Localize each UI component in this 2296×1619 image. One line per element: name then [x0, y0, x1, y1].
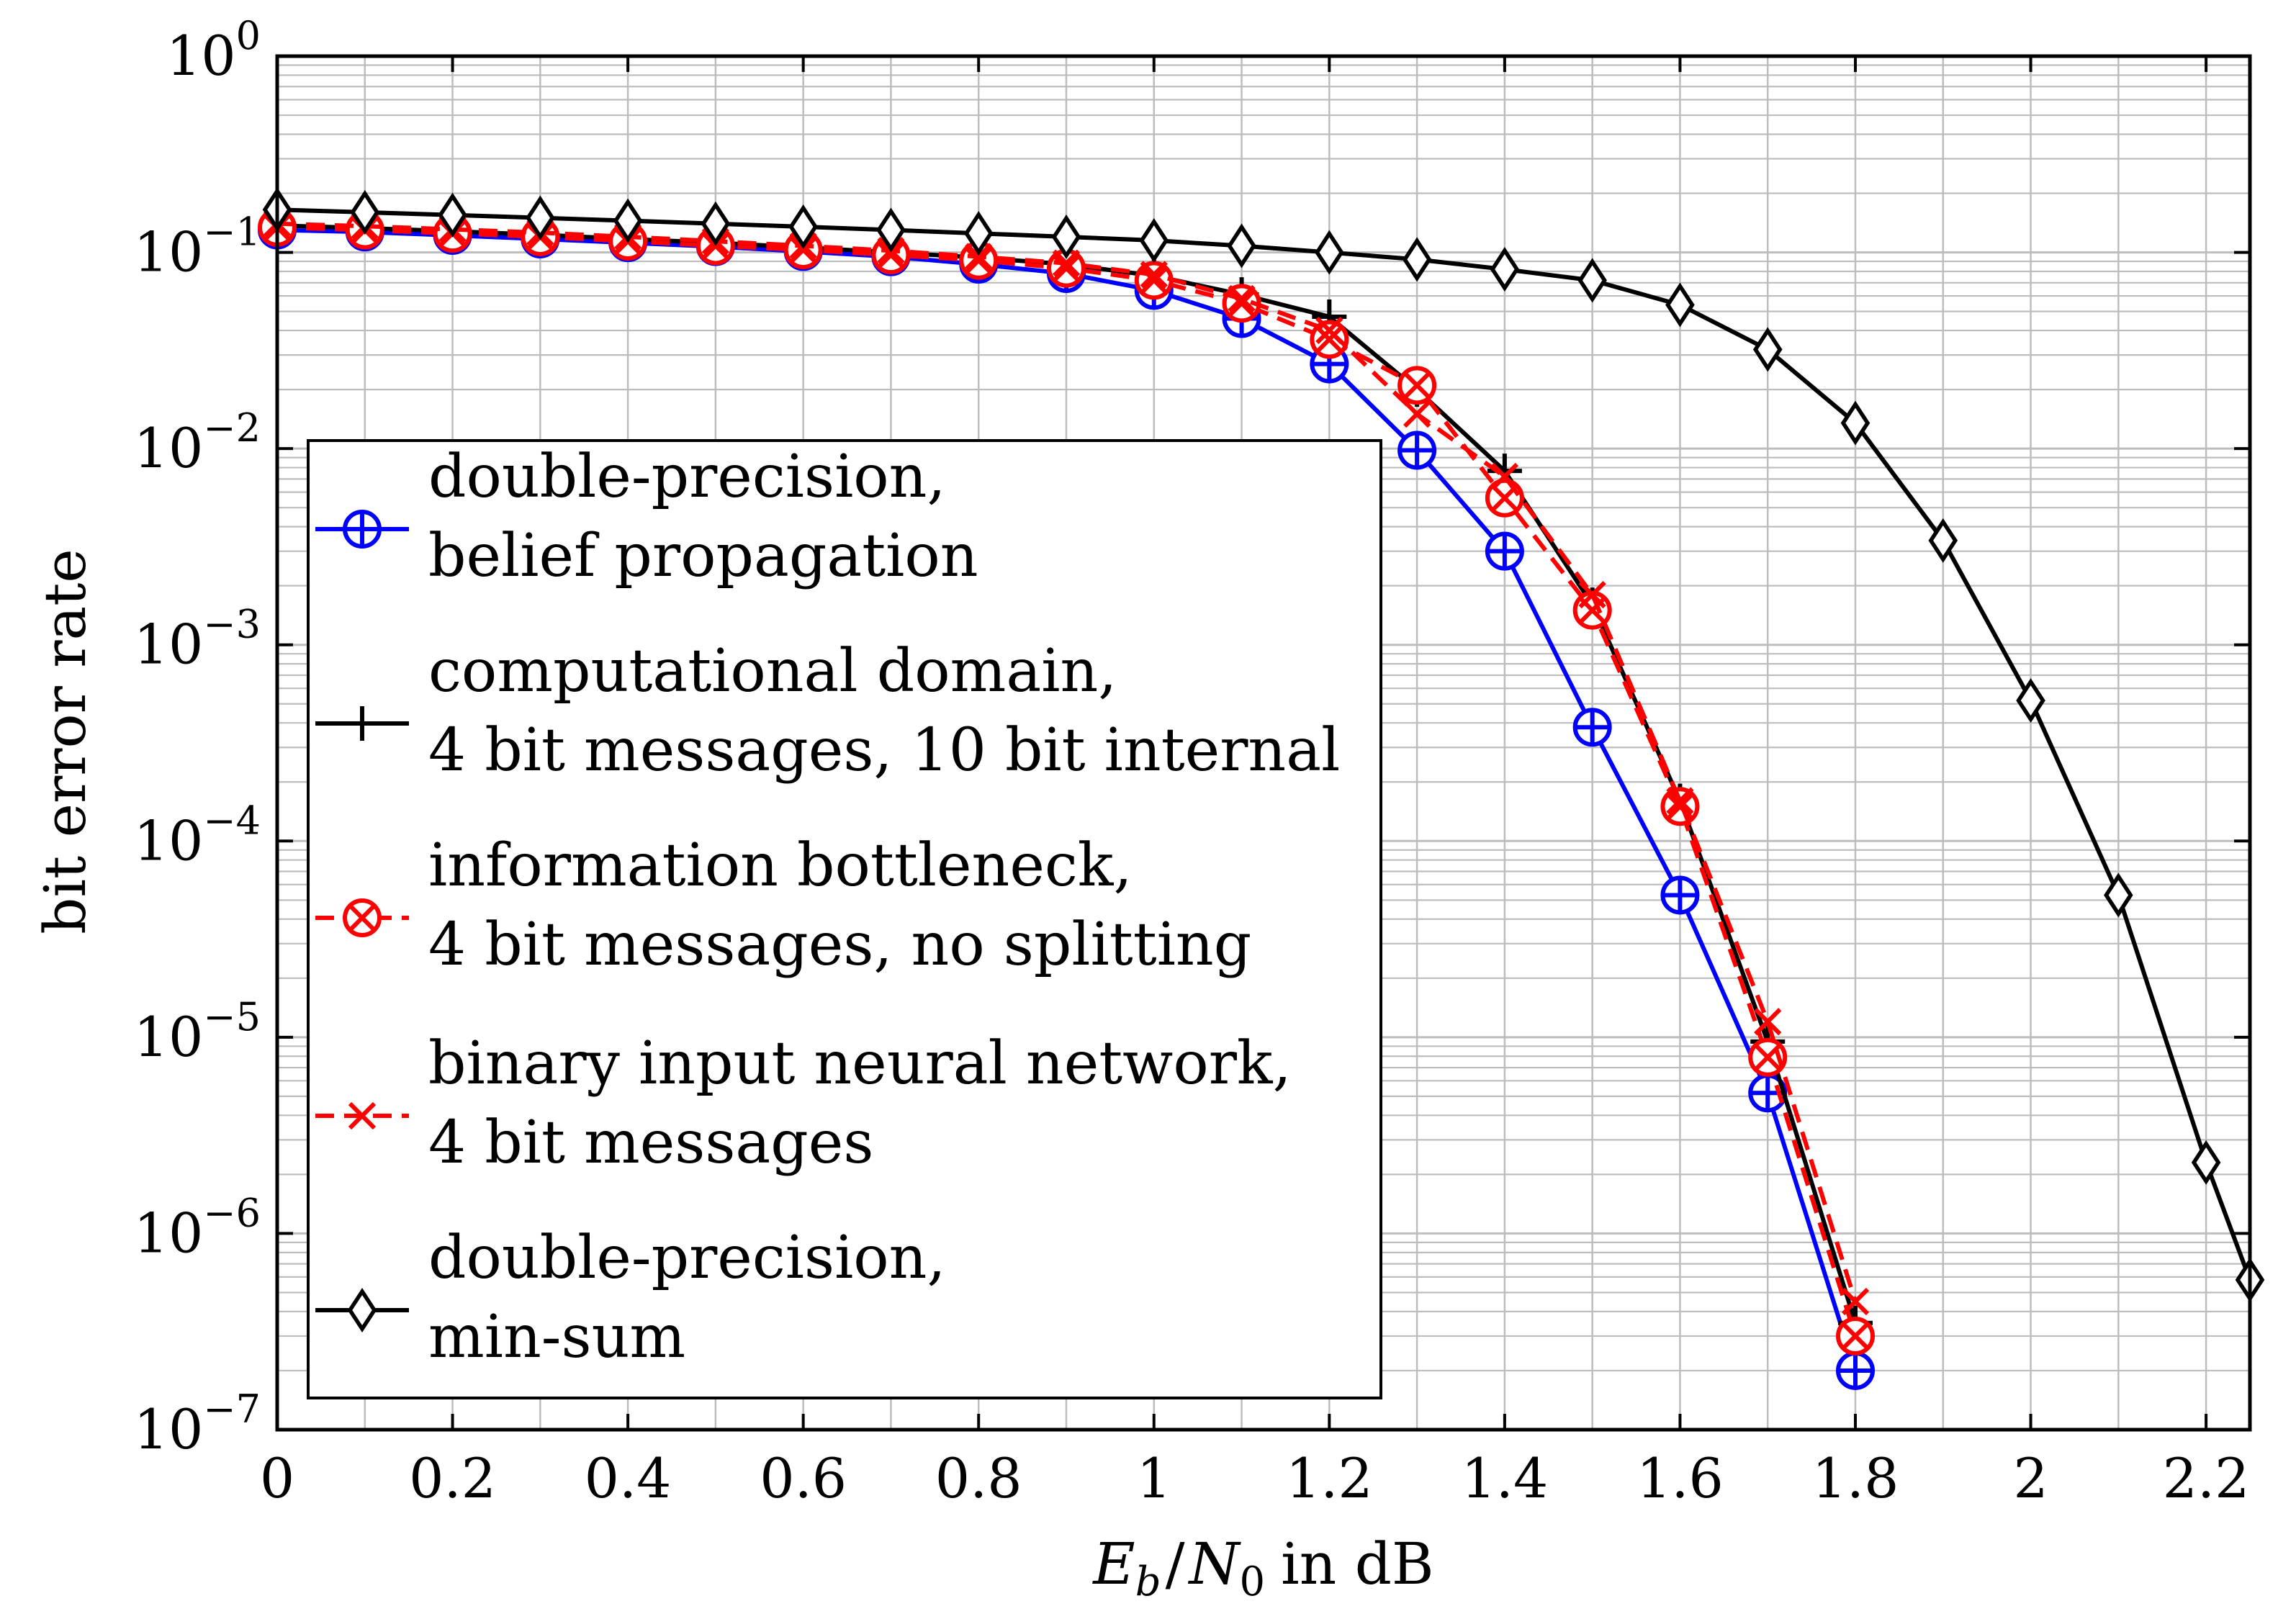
x-tick-label: 1 — [1137, 1446, 1171, 1510]
x-tick-label: 1.6 — [1637, 1446, 1724, 1510]
x-tick-label: 2.2 — [2163, 1446, 2250, 1510]
series-line — [276, 207, 2252, 1281]
data-point — [1928, 518, 1958, 563]
data-point — [1836, 1350, 1875, 1390]
data-point — [1485, 531, 1524, 571]
data-point — [2191, 1140, 2221, 1185]
data-point — [1227, 223, 1256, 269]
data-point — [788, 204, 818, 250]
data-point — [2104, 872, 2133, 918]
legend-label: 4 bit messages, 10 bit internal — [428, 716, 1340, 785]
legend-entry-ib: information bottleneck, 4 bit messages, n… — [315, 831, 1251, 979]
legend-label: double-precision, — [428, 1224, 946, 1292]
x-tick-label: 1.4 — [1461, 1446, 1548, 1510]
y-tick-label: 10−2 — [134, 405, 261, 480]
x-tick-label: 0.4 — [585, 1446, 672, 1510]
data-point — [348, 1101, 377, 1130]
x-tick-label: 1.8 — [1812, 1446, 1899, 1510]
data-point — [438, 192, 467, 238]
legend: double-precision, belief propagation compu… — [307, 439, 1382, 1399]
data-point — [1666, 787, 1694, 815]
data-point — [1134, 261, 1174, 300]
data-point — [1836, 1316, 1875, 1356]
legend-entry-binn: binary input neural network, 4 bit messag… — [315, 1029, 1292, 1177]
x-tick-label: 0.8 — [935, 1446, 1022, 1510]
data-point — [1315, 230, 1344, 275]
series-ms — [262, 187, 2265, 1302]
legend-label: min-sum — [428, 1303, 685, 1371]
x-tick-label: 0.6 — [760, 1446, 847, 1510]
legend-entry-ms: double-precision, min-sum — [315, 1224, 946, 1371]
data-point — [1402, 237, 1432, 282]
x-tick-label: 2 — [2013, 1446, 2048, 1510]
data-point — [343, 510, 382, 549]
legend-label: computational domain, — [428, 637, 1117, 705]
data-point — [1841, 1287, 1870, 1316]
data-point — [701, 201, 731, 246]
data-point — [1490, 247, 1520, 292]
data-point — [1397, 430, 1437, 470]
data-point — [1665, 282, 1695, 328]
legend-label: information bottleneck, — [428, 831, 1133, 900]
data-point — [1310, 320, 1349, 359]
legend-label: 4 bit messages — [428, 1109, 873, 1177]
data-point — [963, 211, 994, 256]
data-point — [1397, 366, 1437, 405]
data-point — [1052, 249, 1081, 277]
x-axis-ticks: 0 0.2 0.4 0.6 0.8 1 1.2 1.4 1.6 1.8 2 2.2 — [260, 56, 2250, 1510]
data-point — [613, 198, 643, 243]
plot-frame — [275, 54, 2252, 1432]
y-tick-label: 100 — [166, 13, 261, 88]
data-point — [345, 706, 379, 741]
series-group — [258, 187, 2265, 1390]
y-axis-label: bit error rate — [32, 549, 99, 934]
x-axis-label: Eb/N0 in dB — [1091, 1530, 1433, 1605]
data-point — [1754, 1008, 1782, 1036]
y-tick-label: 10−5 — [134, 994, 261, 1069]
data-point — [1140, 261, 1168, 289]
data-point — [1139, 218, 1169, 263]
y-tick-label: 10−3 — [134, 602, 261, 677]
x-tick-label: 0 — [260, 1446, 294, 1510]
data-point — [1051, 214, 1081, 260]
data-point — [783, 230, 823, 270]
data-point — [1660, 875, 1700, 915]
data-point — [871, 235, 911, 275]
legend-box — [307, 439, 1382, 1399]
y-tick-label: 10−4 — [134, 798, 261, 872]
data-point — [1315, 316, 1343, 345]
legend-label: double-precision, — [428, 443, 946, 511]
data-point — [1840, 400, 1870, 446]
y-tick-label: 10−6 — [134, 1190, 261, 1265]
legend-label: binary input neural network, — [428, 1029, 1292, 1098]
data-point — [1490, 462, 1519, 491]
y-tick-label: 10−7 — [134, 1386, 261, 1461]
data-point — [965, 243, 993, 271]
data-point — [350, 189, 380, 235]
data-point — [1578, 581, 1606, 609]
legend-entry-cd: computational domain, 4 bit messages, 10 … — [315, 637, 1340, 785]
data-point — [1752, 327, 1783, 372]
data-point — [876, 207, 906, 253]
legend-label: 4 bit messages, no splitting — [428, 911, 1251, 979]
x-tick-label: 0.2 — [409, 1446, 496, 1510]
legend-entry-bp: double-precision, belief propagation — [315, 443, 978, 590]
data-point — [1660, 787, 1700, 826]
data-point — [1403, 400, 1431, 428]
data-point — [1748, 1037, 1788, 1077]
data-point — [343, 898, 382, 937]
y-tick-label: 10−1 — [134, 209, 261, 284]
data-point — [347, 1287, 377, 1333]
data-point — [1228, 284, 1256, 313]
data-point — [2016, 678, 2045, 723]
data-point — [1572, 708, 1612, 747]
data-point — [526, 195, 555, 240]
legend-label: belief propagation — [428, 522, 978, 590]
data-point — [1577, 258, 1607, 303]
x-tick-label: 1.2 — [1286, 1446, 1373, 1510]
y-axis-ticks: 100 10−1 10−2 10−3 10−4 10−5 10−6 10−7 — [134, 13, 2250, 1461]
